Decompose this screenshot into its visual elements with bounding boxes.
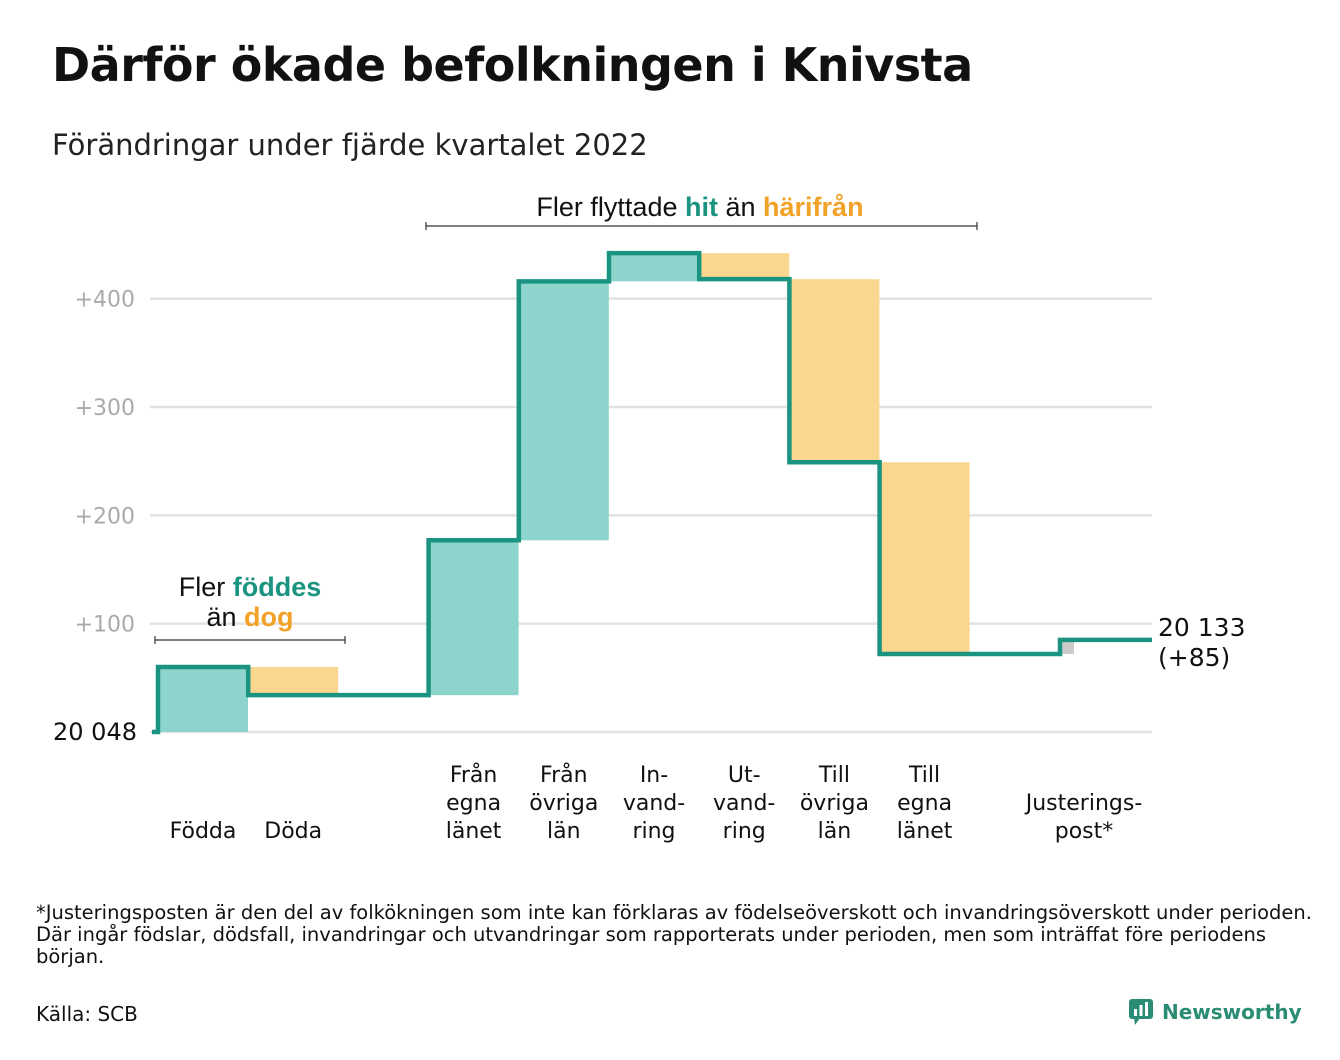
annotation-text: Fler flyttade hit än härifrån — [536, 192, 863, 222]
x-tick-label: län — [818, 819, 852, 844]
x-tick-label: ring — [723, 819, 766, 844]
x-tick-label: länet — [897, 819, 953, 844]
bar — [158, 667, 248, 732]
x-tick-label: län — [547, 819, 581, 844]
x-tick-label: In- — [640, 763, 668, 788]
start-value-label: 20 048 — [53, 718, 137, 746]
x-tick-label: Justerings- — [1024, 791, 1143, 816]
x-tick-label: Födda — [170, 819, 237, 844]
bar — [518, 281, 609, 541]
footnote: *Justeringsposten är den del av folkökni… — [36, 901, 1312, 968]
grid-lines — [150, 297, 1152, 734]
chart-title: Därför ökade befolkningen i Knivsta — [52, 38, 973, 92]
end-value-label: 20 133 — [1158, 613, 1245, 642]
x-tick-label: Från — [450, 762, 498, 788]
x-tick-label: Döda — [264, 819, 322, 844]
x-tick-label: Till — [818, 763, 850, 788]
x-tick-label: länet — [446, 819, 502, 844]
y-axis-ticks: +100 +200 +300 +400 20 048 20 133(+85) — [53, 288, 1245, 746]
brand-name: Newsworthy — [1162, 1000, 1302, 1024]
bar — [248, 667, 339, 696]
step-line — [152, 250, 1152, 735]
bar — [609, 253, 699, 282]
x-tick-label: Ut- — [728, 763, 761, 788]
x-tick-label: övriga — [529, 791, 598, 816]
x-tick-label: post* — [1055, 819, 1114, 844]
bars — [158, 253, 1074, 732]
bar — [789, 279, 880, 463]
bar — [879, 462, 970, 655]
x-axis-labels: Födda Döda Från egna länet Från övriga län In-va… — [170, 762, 1143, 844]
bar — [699, 253, 790, 280]
bar — [1060, 639, 1074, 655]
y-tick-label: +100 — [75, 613, 135, 638]
source-note: Källa: SCB — [36, 1002, 138, 1026]
annotation-text: Fler föddes — [179, 572, 322, 602]
y-tick-label: +300 — [75, 396, 135, 421]
running-total-line — [152, 250, 1152, 735]
x-tick-label: egna — [897, 791, 952, 816]
x-tick-label: övriga — [800, 791, 869, 816]
newsworthy-logo-icon — [1129, 999, 1153, 1025]
end-change-label: (+85) — [1158, 643, 1230, 672]
x-tick-label: egna — [446, 791, 501, 816]
bar — [428, 540, 519, 696]
annotation-text: än dog — [206, 602, 293, 632]
x-tick-label: Från — [540, 762, 588, 788]
brand-logo: Newsworthy — [1128, 998, 1302, 1026]
y-tick-label: +400 — [75, 288, 135, 313]
waterfall-chart: +100 +200 +300 +400 20 048 20 133(+85) Födda D… — [53, 192, 1245, 844]
x-tick-label: ring — [632, 819, 675, 844]
y-tick-label: +200 — [75, 504, 135, 529]
x-tick-label: vand- — [713, 791, 775, 816]
chart-subtitle: Förändringar under fjärde kvartalet 2022 — [52, 128, 648, 162]
x-tick-label: Till — [908, 763, 940, 788]
x-tick-label: vand- — [623, 791, 685, 816]
